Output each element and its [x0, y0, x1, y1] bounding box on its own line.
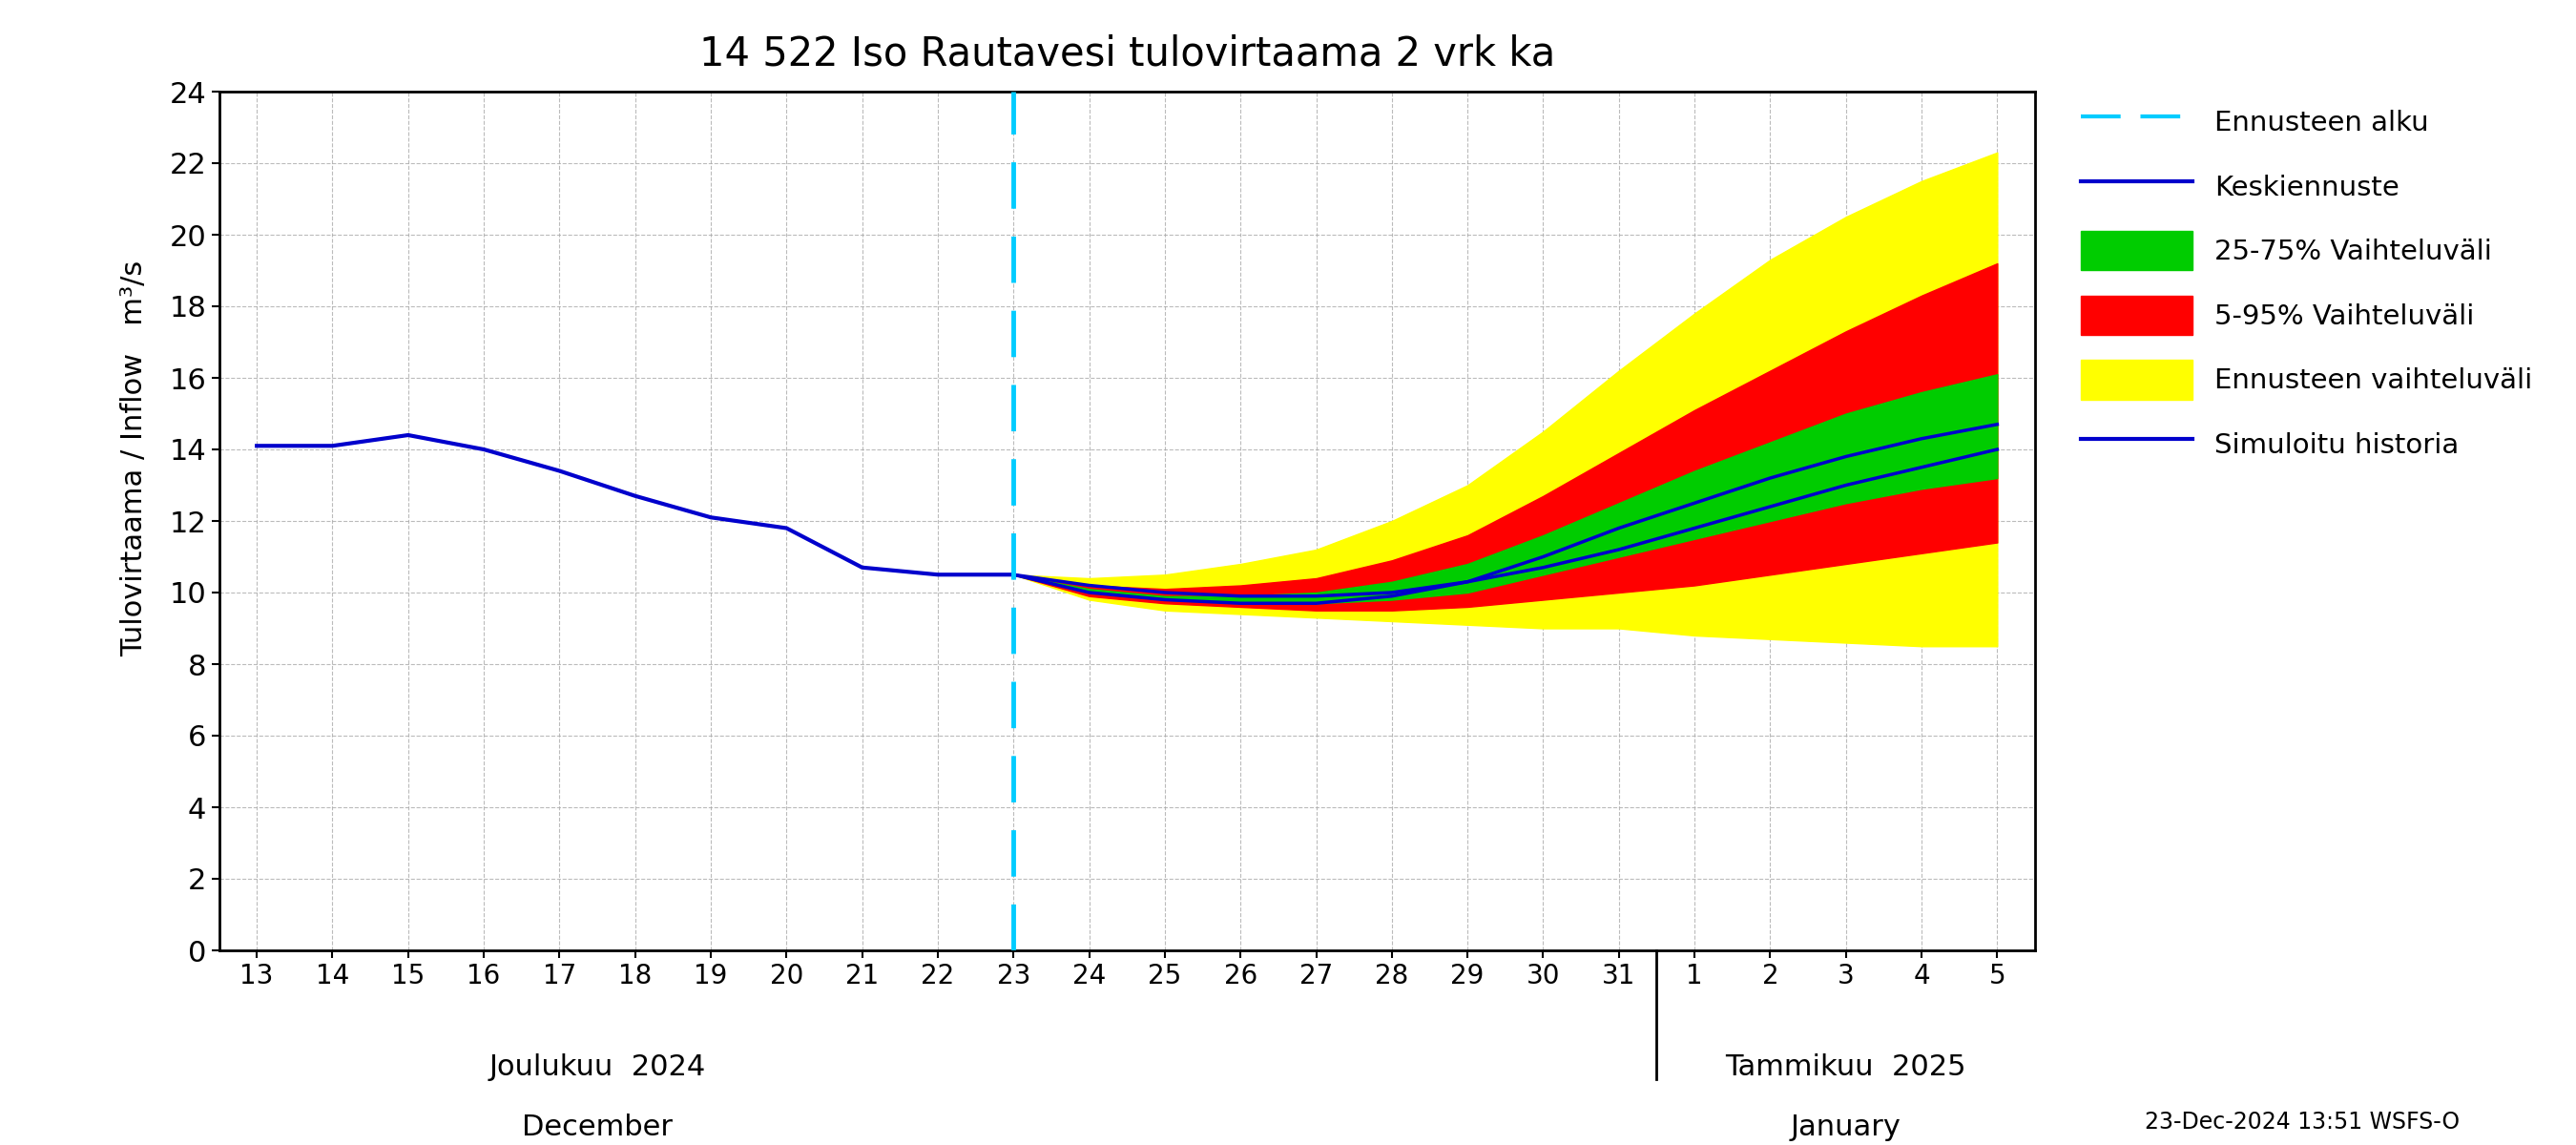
Text: January: January: [1790, 1113, 1901, 1142]
Text: Joulukuu  2024: Joulukuu 2024: [489, 1053, 706, 1081]
Text: December: December: [523, 1113, 672, 1142]
Text: Tammikuu  2025: Tammikuu 2025: [1726, 1053, 1965, 1081]
Title: 14 522 Iso Rautavesi tulovirtaama 2 vrk ka: 14 522 Iso Rautavesi tulovirtaama 2 vrk …: [698, 33, 1556, 73]
Text: Tulovirtaama / Inflow   m³/s: Tulovirtaama / Inflow m³/s: [121, 260, 147, 656]
Text: 23-Dec-2024 13:51 WSFS-O: 23-Dec-2024 13:51 WSFS-O: [2146, 1111, 2460, 1134]
Legend: Ennusteen alku, Keskiennuste, 25-75% Vaihteluväli, 5-95% Vaihteluväli, Ennusteen: Ennusteen alku, Keskiennuste, 25-75% Vai…: [2066, 88, 2548, 477]
